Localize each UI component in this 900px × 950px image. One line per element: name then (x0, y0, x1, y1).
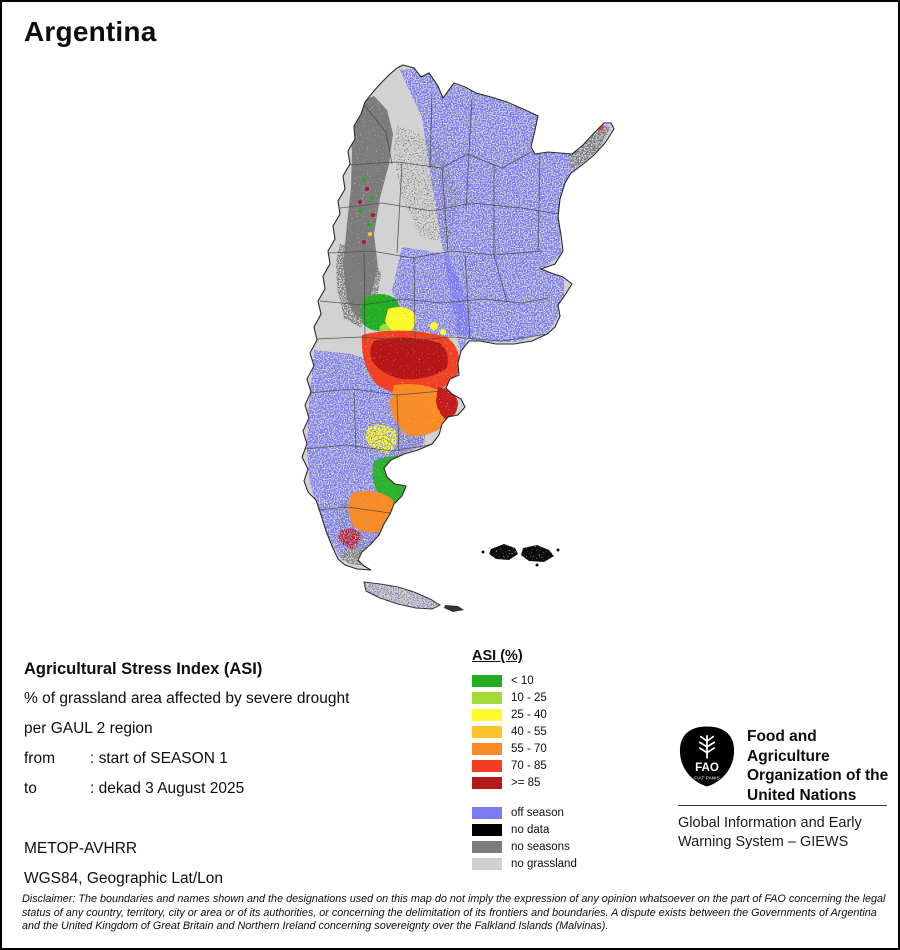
legend-row: >= 85 (472, 774, 622, 791)
sensor-name: METOP-AVHRR (24, 840, 138, 857)
wheat-ear-icon (698, 735, 716, 759)
fao-block: FAO FIAT PANIS Food and Agriculture Orga… (678, 725, 898, 805)
period-from: from : start of SEASON 1 (24, 744, 464, 774)
map-raster (303, 68, 611, 566)
legend-swatch (472, 806, 502, 819)
legend-swatch (472, 776, 502, 789)
period-to: to : dekad 3 August 2025 (24, 774, 464, 804)
country-outline (301, 64, 615, 571)
page-title: Argentina (24, 16, 157, 47)
from-label: from (24, 750, 55, 767)
legend-row: off season (472, 804, 622, 821)
from-value: : start of SEASON 1 (90, 750, 228, 767)
legend-label: no grassland (511, 857, 577, 870)
legend-classes: < 10 10 - 25 25 - 40 40 - 55 55 - 70 70 … (472, 672, 622, 791)
asi-region-line: per GAUL 2 region (24, 720, 153, 737)
nw-stress-specks (358, 125, 604, 244)
fao-logo-text: FAO (695, 761, 719, 774)
legend-label: no data (511, 823, 550, 836)
legend-label: >= 85 (511, 776, 541, 789)
legend-swatch (472, 857, 502, 870)
fao-org-name: Food and Agriculture Organization of the… (747, 728, 889, 804)
legend-row: no seasons (472, 838, 622, 855)
falkland-islands (481, 544, 560, 567)
legend-extra-classes: off season no data no seasons no grassla… (472, 804, 622, 872)
asi-heading: Agricultural Stress Index (ASI) (24, 659, 263, 678)
legend-label: < 10 (511, 674, 534, 687)
legend-row: no data (472, 821, 622, 838)
legend-label: no seasons (511, 840, 570, 853)
legend-row: 70 - 85 (472, 757, 622, 774)
legend-swatch (472, 840, 502, 853)
legend-row: 10 - 25 (472, 689, 622, 706)
disclaimer-text: Disclaimer: The boundaries and names sho… (22, 893, 886, 933)
legend-label: 10 - 25 (511, 691, 547, 704)
legend-swatch (472, 759, 502, 772)
legend-row: 40 - 55 (472, 723, 622, 740)
legend-swatch (472, 708, 502, 721)
legend-row: 25 - 40 (472, 706, 622, 723)
legend-row: 55 - 70 (472, 740, 622, 757)
map-info: Agricultural Stress Index (ASI) % of gra… (24, 654, 464, 804)
legend-label: 40 - 55 (511, 725, 547, 738)
fao-logo: FAO FIAT PANIS (679, 726, 735, 787)
legend-swatch (472, 674, 502, 687)
province-borders (303, 93, 559, 514)
legend-swatch (472, 691, 502, 704)
map-legend: ASI (%) < 10 10 - 25 25 - 40 40 - 55 55 … (472, 648, 622, 872)
to-value: : dekad 3 August 2025 (90, 780, 245, 797)
sensor-info: METOP-AVHRR WGS84, Geographic Lat/Lon (24, 834, 223, 894)
giews-label: Global Information and Early Warning Sys… (678, 815, 862, 850)
legend-row: no grassland (472, 855, 622, 872)
tierra-del-fuego (363, 581, 464, 612)
legend-title: ASI (%) (472, 648, 523, 664)
legend-row: < 10 (472, 672, 622, 689)
to-label: to (24, 780, 37, 797)
legend-label: 25 - 40 (511, 708, 547, 721)
legend-label: 70 - 85 (511, 759, 547, 772)
legend-label: off season (511, 806, 564, 819)
legend-swatch (472, 823, 502, 836)
legend-label: 55 - 70 (511, 742, 547, 755)
footer-divider (678, 805, 887, 806)
projection-name: WGS84, Geographic Lat/Lon (24, 870, 224, 887)
legend-swatch (472, 742, 502, 755)
fao-logo-motto: FIAT PANIS (694, 776, 720, 782)
legend-swatch (472, 725, 502, 738)
asi-subtitle: % of grassland area affected by severe d… (24, 690, 350, 707)
